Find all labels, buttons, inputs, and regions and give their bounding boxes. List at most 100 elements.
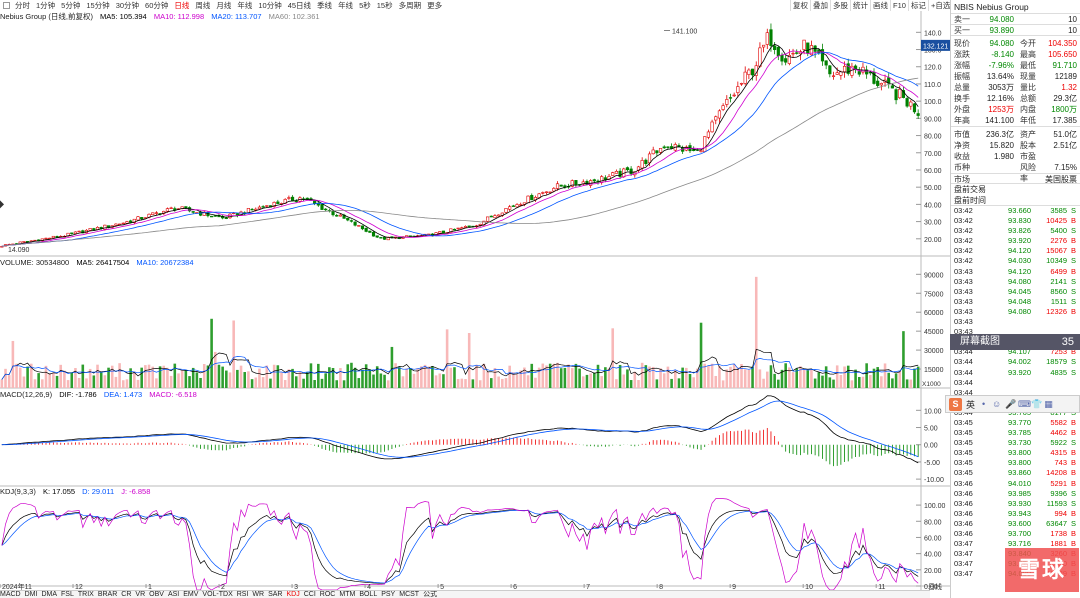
candle-body [809, 45, 814, 56]
emoji-icon[interactable]: ☺ [992, 399, 1002, 409]
period-0[interactable]: 分时 [15, 1, 30, 10]
mic-icon[interactable]: 🎤 [1005, 398, 1017, 409]
volume-bar [626, 369, 629, 388]
period-1[interactable]: 1分钟 [36, 1, 56, 10]
tool-button-0[interactable]: 复权 [790, 0, 810, 11]
candle-body [901, 90, 906, 98]
keyboard-icon[interactable]: ⌨ [1018, 398, 1032, 409]
volume-bar [905, 379, 909, 388]
tick-row: 03:45 93.770 5582 B [951, 418, 1080, 428]
period-10[interactable]: 10分钟 [258, 1, 282, 10]
tick-time: 03:47 [954, 549, 973, 559]
volume-bar [813, 378, 817, 388]
period-11[interactable]: 45日线 [287, 1, 312, 10]
indicator-tab-asi[interactable]: ASI [167, 591, 180, 598]
volume-bar [18, 367, 22, 388]
period-13[interactable]: 年线 [338, 1, 354, 10]
volume-bar [714, 375, 718, 388]
tool-button-2[interactable]: 多股 [830, 0, 850, 11]
quote-panel: NBIS Nebius Group 卖一 94.080 10 买一 93.890… [950, 0, 1080, 598]
indicator-tab-mtm[interactable]: MTM [339, 591, 356, 598]
volume-bar [817, 372, 821, 388]
period-4[interactable]: 30分钟 [115, 1, 140, 10]
period-15[interactable]: 15秒 [376, 1, 393, 10]
indicator-tab-vr[interactable]: VR [135, 591, 146, 598]
x-axis-label: 6 [513, 584, 517, 590]
indicator-tab-mcst[interactable]: MCST [399, 591, 420, 598]
period-14[interactable]: 5秒 [359, 1, 371, 10]
tool-button-6[interactable]: 标记 [907, 0, 928, 11]
ime-lang[interactable]: 英 [966, 399, 976, 410]
tick-list[interactable]: 03:42 93.660 3585 S 03:42 93.830 10425 B 03:42 93… [951, 206, 1080, 579]
indicator-tab-cci[interactable]: CCI [303, 591, 316, 598]
indicator-tab-cr[interactable]: CR [121, 591, 132, 598]
tool-button-5[interactable]: F10 [890, 0, 908, 11]
volume-bar [416, 368, 419, 388]
indicator-tab-wr[interactable]: WR [252, 591, 265, 598]
volume-bar [894, 373, 898, 388]
indicator-tab-rsi[interactable]: RSI [236, 591, 249, 598]
indicator-tab-dmi[interactable]: DMI [24, 591, 38, 598]
volume-bar [158, 366, 162, 388]
macd-macd: MACD: -6.518 [149, 390, 197, 399]
indicator-tab-psy[interactable]: PSY [381, 591, 396, 598]
period-9[interactable]: 年线 [237, 1, 253, 10]
period-3[interactable]: 15分钟 [86, 1, 110, 10]
volume-bar [52, 372, 55, 388]
punctuation-icon[interactable]: • [981, 399, 986, 409]
volume-bar [666, 366, 670, 388]
indicator-tab-fsl[interactable]: FSL [61, 591, 74, 598]
volume-bar [563, 367, 567, 388]
ime-logo[interactable]: S [949, 397, 962, 411]
indicator-tab-dma[interactable]: DMA [41, 591, 58, 598]
indicator-tab-obv[interactable]: OBV [149, 591, 164, 598]
volume-bar [685, 367, 688, 388]
tick-volume: 5400 [1050, 226, 1067, 236]
volume-bar [269, 378, 272, 388]
tick-time: 03:46 [954, 518, 973, 528]
indicator-tab-kdj[interactable]: KDJ [286, 591, 300, 598]
ime-toolbar[interactable]: S 英 • ☺ 🎤 ⌨ 👕 ▦ [945, 395, 1080, 413]
tool-button-1[interactable]: 叠加 [810, 0, 830, 11]
indicator-tab-emv[interactable]: EMV [183, 591, 199, 598]
tool-button-3[interactable]: 统计 [850, 0, 870, 11]
tool-button-4[interactable]: 画线 [870, 0, 890, 11]
stat-label: 年高 [954, 116, 970, 125]
period-7[interactable]: 周线 [195, 1, 211, 10]
tick-volume: 7253 [1050, 347, 1067, 357]
fund-value: 236.3亿 [985, 130, 1014, 139]
grid-icon[interactable]: ▦ [1044, 398, 1053, 409]
candle-body [876, 80, 880, 86]
indicator-tab-sar[interactable]: SAR [268, 591, 283, 598]
period-12[interactable]: 季线 [317, 1, 333, 10]
volume-bar [692, 377, 695, 388]
chart-canvas[interactable]: 140.0130.0120.0110.0100.090.0080.0070.00… [0, 0, 950, 590]
indicator-tab-macd[interactable]: MACD [0, 591, 21, 598]
indicator-tab-boll[interactable]: BOLL [359, 591, 378, 598]
stat-label: 涨跌 [954, 50, 970, 59]
volume-bar [70, 372, 74, 388]
fund-label-2: 股本 [1020, 141, 1036, 150]
indicator-tab-roc[interactable]: ROC [319, 591, 336, 598]
screenshot-overlay[interactable]: 屏幕截图 35 [950, 334, 1080, 350]
tick-volume [1031, 378, 1067, 388]
tool-button-7[interactable]: +自选 [927, 0, 952, 11]
period-5[interactable]: 60分钟 [145, 1, 169, 10]
quote-row: 年高 141.100 年低 17.385 [951, 115, 1080, 126]
indicator-tab-公式[interactable]: 公式 [423, 591, 438, 598]
indicator-tab-brar[interactable]: BRAR [97, 591, 118, 598]
volume-bar [258, 368, 261, 388]
period-8[interactable]: 月线 [216, 1, 232, 10]
shirt-icon[interactable]: 👕 [1031, 398, 1043, 409]
indicator-tab-trix[interactable]: TRIX [77, 591, 94, 598]
period-17[interactable]: 更多 [427, 1, 443, 10]
volume-bar [283, 380, 287, 388]
period-2[interactable]: 5分钟 [61, 1, 81, 10]
period-6[interactable]: 日线 [174, 1, 190, 10]
volume-bar [541, 363, 545, 388]
indicator-tab-vol-tdx[interactable]: VOL-TDX [202, 591, 233, 598]
period-checkbox[interactable] [3, 2, 10, 9]
bid-row: 买一 93.890 10 [951, 25, 1080, 36]
stat-label-2: 今开 [1020, 39, 1036, 48]
period-16[interactable]: 多周期 [398, 1, 422, 10]
